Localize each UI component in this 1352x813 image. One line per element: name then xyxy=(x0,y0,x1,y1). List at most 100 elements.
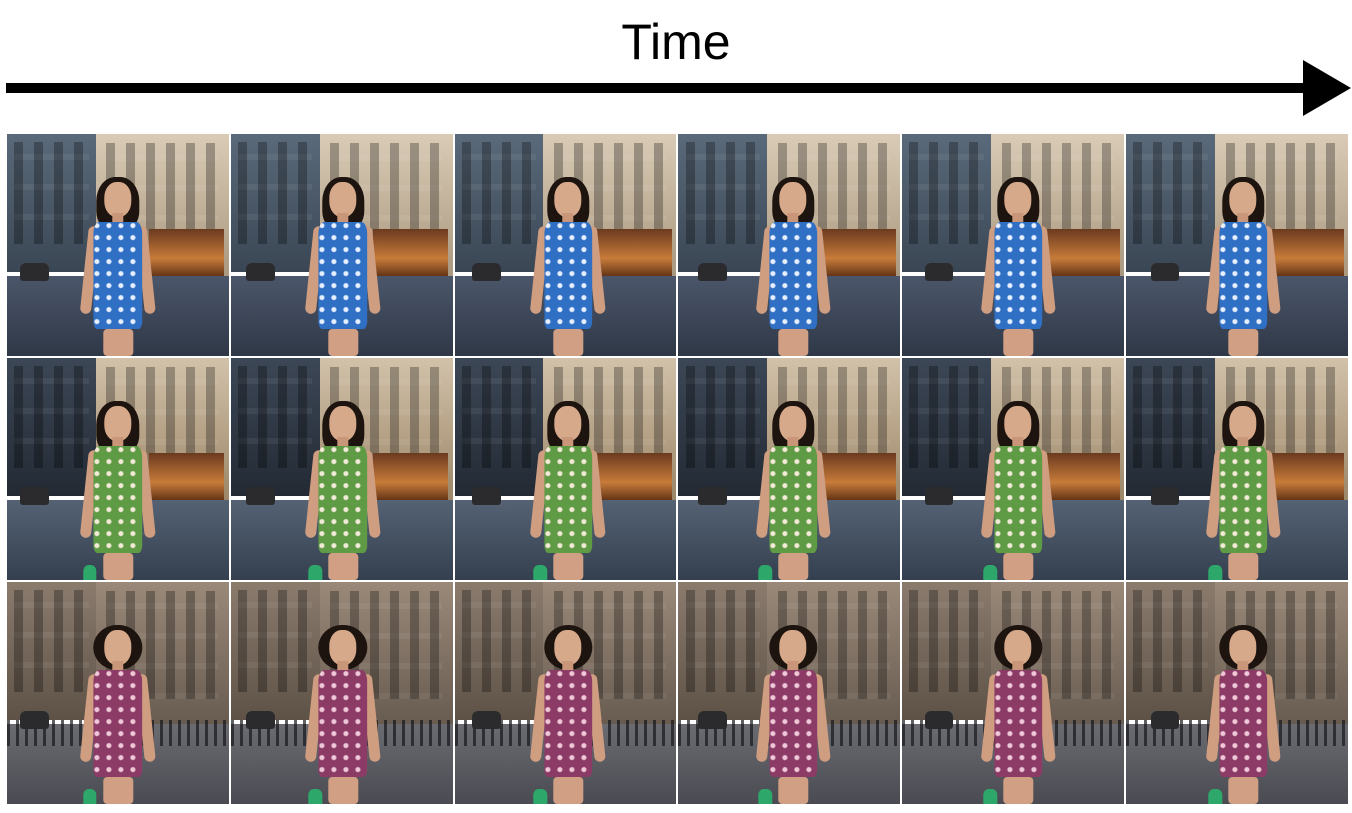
car xyxy=(246,262,276,281)
building-left xyxy=(454,358,544,496)
dress xyxy=(93,446,143,554)
video-frame xyxy=(7,358,229,580)
car xyxy=(246,486,276,505)
woman-walking xyxy=(305,389,381,580)
car xyxy=(20,710,50,729)
neck xyxy=(1012,436,1024,451)
building-left xyxy=(902,358,992,496)
face xyxy=(104,406,132,441)
video-frame xyxy=(678,358,901,580)
legs xyxy=(102,329,133,356)
woman-walking xyxy=(1205,165,1281,356)
video-frame xyxy=(678,582,901,804)
video-frame xyxy=(7,582,229,804)
windows xyxy=(685,590,761,693)
dress xyxy=(1218,446,1268,554)
storefront xyxy=(1268,229,1344,279)
face xyxy=(1004,406,1032,441)
building-left xyxy=(454,134,544,272)
storefront xyxy=(372,229,449,279)
face xyxy=(554,182,582,217)
building-left xyxy=(1126,134,1215,272)
building-left xyxy=(7,358,96,496)
storefront xyxy=(372,453,449,503)
building-left xyxy=(902,134,992,272)
legs xyxy=(1002,329,1034,356)
car xyxy=(246,710,276,729)
windows xyxy=(14,142,89,245)
legs xyxy=(102,553,133,580)
woman-walking xyxy=(305,165,381,356)
neck xyxy=(1237,212,1249,227)
video-frame xyxy=(1126,134,1348,356)
windows xyxy=(685,366,761,469)
car xyxy=(698,486,728,505)
storefront xyxy=(596,453,673,503)
woman-walking xyxy=(980,165,1056,356)
car xyxy=(698,710,728,729)
legs xyxy=(777,553,809,580)
car xyxy=(20,486,50,505)
neck xyxy=(787,436,799,451)
face xyxy=(554,630,582,665)
car xyxy=(472,710,502,729)
building-left xyxy=(230,582,320,720)
shopping-bag xyxy=(308,564,322,580)
woman-walking xyxy=(80,613,156,804)
legs xyxy=(777,777,809,804)
face xyxy=(1229,630,1257,665)
dress xyxy=(93,222,143,330)
dress xyxy=(993,222,1043,330)
video-frame xyxy=(454,134,677,356)
legs xyxy=(777,329,809,356)
woman-walking xyxy=(980,389,1056,580)
woman-walking xyxy=(80,389,156,580)
windows xyxy=(237,366,313,469)
windows xyxy=(909,142,984,245)
windows xyxy=(14,366,89,469)
video-frame xyxy=(230,358,453,580)
legs xyxy=(1227,777,1259,804)
car xyxy=(20,262,50,281)
legs xyxy=(327,777,358,804)
windows xyxy=(237,142,313,245)
face xyxy=(104,630,132,665)
storefront xyxy=(596,229,673,279)
storefront xyxy=(820,229,896,279)
dress xyxy=(543,446,593,554)
video-frame xyxy=(902,582,1125,804)
dress xyxy=(768,222,818,330)
building-left xyxy=(678,134,768,272)
shopping-bag xyxy=(758,788,772,804)
legs xyxy=(552,553,584,580)
dress xyxy=(318,222,368,330)
neck xyxy=(112,660,124,675)
building-left xyxy=(7,134,96,272)
neck xyxy=(1012,660,1024,675)
face xyxy=(1004,630,1032,665)
dress xyxy=(1218,222,1268,330)
face xyxy=(1229,406,1257,441)
building-left xyxy=(1126,582,1215,720)
face xyxy=(554,406,582,441)
windows xyxy=(14,590,89,693)
woman-walking xyxy=(1205,613,1281,804)
storefront xyxy=(820,453,896,503)
legs xyxy=(1227,329,1259,356)
video-frame xyxy=(454,582,677,804)
car xyxy=(924,710,954,729)
face xyxy=(1004,182,1032,217)
windows xyxy=(1133,142,1208,245)
face xyxy=(104,182,132,217)
dress xyxy=(768,670,818,778)
neck xyxy=(562,436,574,451)
windows xyxy=(1133,366,1208,469)
car xyxy=(1150,710,1180,729)
dress xyxy=(318,446,368,554)
face xyxy=(779,406,807,441)
building-left xyxy=(454,582,544,720)
car xyxy=(924,262,954,281)
car xyxy=(472,262,502,281)
arrow-shaft xyxy=(6,83,1306,93)
neck xyxy=(787,660,799,675)
